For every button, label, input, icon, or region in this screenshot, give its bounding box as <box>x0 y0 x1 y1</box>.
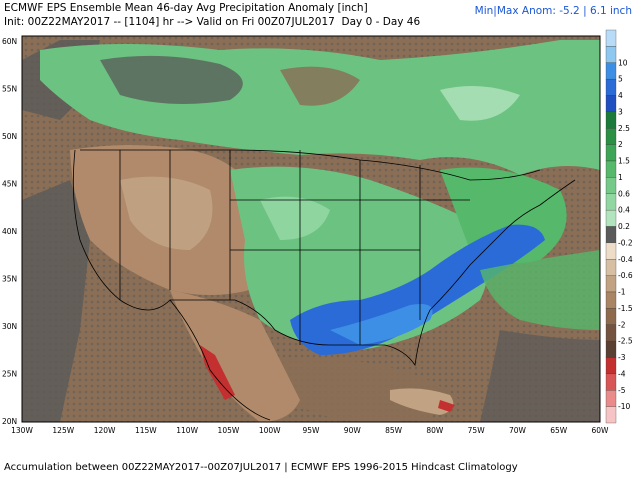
longitude-label: 95W <box>303 426 321 435</box>
legend-swatch <box>605 209 617 227</box>
longitude-label: 105W <box>218 426 240 435</box>
color-legend: 10 5 4 3 2.5 2 1.5 1 0.6 0.4 0.2 -0.2 -0.4 -0.6 -1 -1.5… <box>605 29 633 424</box>
legend-label: 0.2 <box>618 222 630 231</box>
southeast-heavy-rain-band <box>290 224 545 355</box>
legend-swatch <box>605 46 617 63</box>
legend-label: 1.5 <box>618 157 630 166</box>
legend-label: 2 <box>618 140 623 149</box>
latitude-label: 40N <box>2 227 17 236</box>
longitude-label: 80W <box>426 426 444 435</box>
latitude-label: 45N <box>2 180 17 189</box>
legend-swatch <box>605 78 617 96</box>
legend-swatch <box>605 62 617 80</box>
legend-label: 1 <box>618 173 623 182</box>
latitude-label: 60N <box>2 37 17 46</box>
legend-label: -2.5 <box>618 337 633 346</box>
legend-label: 0.4 <box>618 206 630 215</box>
legend-label: 2.5 <box>618 124 630 133</box>
legend-swatch <box>605 340 617 358</box>
legend-swatch <box>605 95 617 113</box>
legend-label: -1.5 <box>618 304 633 313</box>
accumulation-footer: Accumulation between 00Z22MAY2017--00Z07… <box>4 462 518 473</box>
longitude-label: 130W <box>11 426 33 435</box>
legend-swatch <box>605 390 617 407</box>
coastlines <box>72 149 576 421</box>
latitude-label: 30N <box>2 322 17 331</box>
legend-label: 3 <box>618 107 623 116</box>
legend-swatch <box>605 291 617 309</box>
legend-label: -10 <box>618 402 630 411</box>
map-title: ECMWF EPS Ensemble Mean 46-day Avg Preci… <box>4 2 368 14</box>
latitude-label: 50N <box>2 132 17 141</box>
legend-label: 5 <box>618 75 623 84</box>
legend-swatch <box>605 324 617 342</box>
legend-swatch <box>605 177 617 194</box>
latitude-label: 55N <box>2 85 17 94</box>
legend-swatch <box>605 29 617 47</box>
latitude-label: 35N <box>2 275 17 284</box>
legend-swatch <box>605 193 617 211</box>
legend-swatch <box>605 308 617 325</box>
init-valid-line: Init: 00Z22MAY2017 -- [1104] hr --> Vali… <box>4 16 421 28</box>
min-max-anomaly: Min|Max Anom: -5.2 | 6.1 inch <box>474 5 632 17</box>
legend-label: -0.2 <box>618 238 633 247</box>
legend-swatch <box>605 259 617 276</box>
legend-label: 10 <box>618 58 628 67</box>
latitude-label: 25N <box>2 370 17 379</box>
legend-swatch <box>605 373 617 391</box>
legend-swatch <box>605 406 617 424</box>
latitude-labels: 60N 55N 50N 45N 40N 35N 30N 25N 20N <box>2 37 17 426</box>
legend-swatch <box>605 242 617 260</box>
map-frame <box>21 35 601 423</box>
legend-label: -1 <box>618 288 626 297</box>
legend-label: -0.4 <box>618 255 633 264</box>
legend-swatch <box>605 160 617 178</box>
longitude-label: 90W <box>344 426 362 435</box>
legend-label: -2 <box>618 320 626 329</box>
longitude-label: 60W <box>592 426 610 435</box>
mexico-dry-anomaly <box>200 345 235 400</box>
longitude-label: 75W <box>468 426 486 435</box>
legend-label: -3 <box>618 353 626 362</box>
legend-label: 0.6 <box>618 189 630 198</box>
legend-swatch <box>605 275 617 293</box>
legend-swatch <box>605 226 617 244</box>
legend-swatch <box>605 111 617 129</box>
legend-label: -0.6 <box>618 271 633 280</box>
legend-swatch <box>605 144 617 162</box>
longitude-label: 110W <box>176 426 198 435</box>
latitude-label: 20N <box>2 417 17 426</box>
longitude-label: 125W <box>52 426 74 435</box>
legend-swatch <box>605 357 617 375</box>
longitude-label: 115W <box>135 426 157 435</box>
legend-label: 4 <box>618 91 623 100</box>
longitude-label: 100W <box>259 426 281 435</box>
longitude-label: 85W <box>385 426 403 435</box>
longitude-label: 120W <box>94 426 116 435</box>
longitude-label: 70W <box>509 426 527 435</box>
longitude-label: 65W <box>550 426 568 435</box>
legend-label: -4 <box>618 369 626 378</box>
longitude-labels: 130W 125W 120W 115W 110W 105W 100W 95W 90W 85W 80W… <box>11 426 609 435</box>
legend-label: -5 <box>618 386 626 395</box>
legend-swatch <box>605 128 617 145</box>
map-field <box>22 36 600 422</box>
